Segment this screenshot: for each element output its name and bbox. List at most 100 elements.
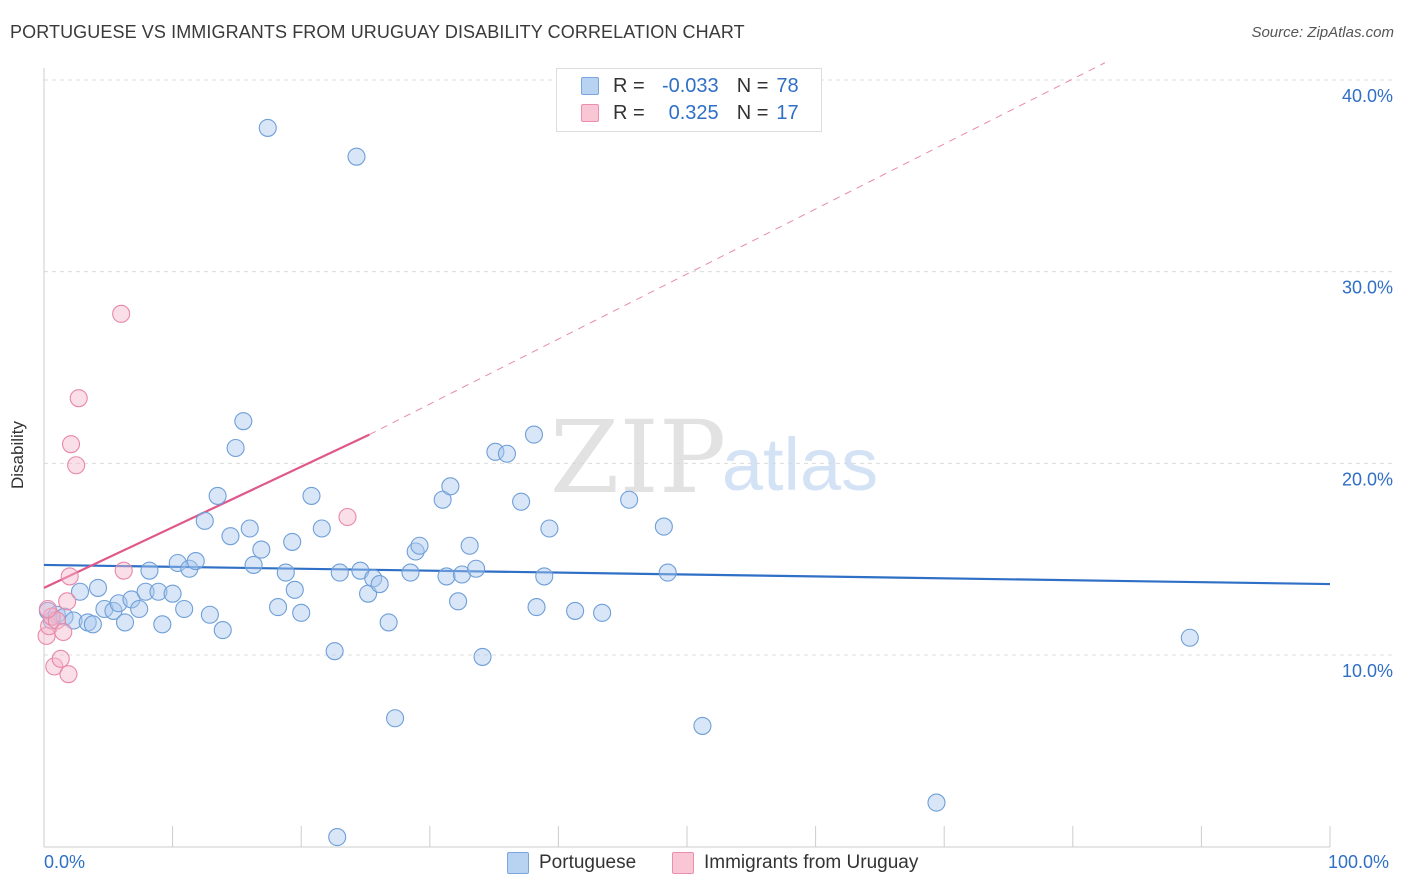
point-portuguese [163, 584, 182, 603]
point-portuguese [88, 578, 108, 597]
point-portuguese [927, 793, 946, 812]
point-uruguay [67, 456, 86, 475]
legend-r-label: R = [613, 101, 645, 124]
point-uruguay [59, 665, 78, 684]
point-portuguese [386, 709, 405, 728]
point-portuguese [379, 613, 398, 632]
point-portuguese [566, 601, 585, 620]
axes [43, 68, 1331, 848]
x-tick-label-max: 100.0% [1328, 852, 1390, 872]
point-portuguese [83, 615, 102, 634]
point-portuguese [535, 567, 554, 586]
point-portuguese [200, 605, 219, 624]
point-portuguese [302, 486, 321, 505]
point-portuguese [401, 563, 420, 582]
point-portuguese [467, 559, 486, 578]
point-portuguese [70, 582, 90, 601]
data-points [37, 118, 1199, 847]
point-portuguese [276, 563, 295, 582]
point-uruguay [61, 435, 81, 454]
point-uruguay [38, 599, 57, 619]
point-portuguese [449, 592, 468, 611]
point-portuguese [240, 519, 259, 538]
point-portuguese [473, 647, 492, 666]
point-portuguese [226, 438, 245, 458]
point-uruguay [51, 649, 70, 668]
point-portuguese [168, 553, 187, 573]
legend-n-label: N = [736, 74, 769, 97]
legend-item-portuguese[interactable]: Portuguese [507, 852, 636, 874]
legend-r-value: -0.033 [661, 74, 719, 97]
point-portuguese [122, 590, 141, 609]
point-portuguese [441, 477, 460, 496]
point-portuguese [149, 582, 168, 601]
point-portuguese [512, 492, 531, 511]
point-uruguay [338, 507, 357, 527]
point-uruguay [54, 622, 73, 642]
legend-row-uruguay: R = 0.325 N = 17 [581, 101, 810, 125]
point-uruguay [69, 389, 88, 408]
point-portuguese [195, 511, 214, 530]
point-portuguese [136, 582, 155, 601]
point-portuguese [693, 716, 712, 735]
point-portuguese [244, 555, 263, 574]
x-tick-label-min: 0.0% [44, 852, 86, 872]
legend-r-value: 0.325 [668, 101, 719, 124]
point-portuguese [347, 147, 366, 166]
point-portuguese [497, 444, 517, 463]
legend-swatch-blue [507, 852, 529, 874]
trend-lines [43, 62, 1331, 589]
point-portuguese [180, 559, 199, 578]
point-portuguese [258, 118, 277, 137]
stats-legend: R = -0.033 N = 78 R = 0.325 N = 17 [556, 68, 822, 132]
legend-swatch-pink [672, 852, 694, 874]
y-axis-label: Disability [8, 420, 27, 490]
legend-n-label: N = [736, 101, 769, 124]
point-portuguese [312, 519, 331, 538]
point-portuguese [593, 603, 612, 622]
point-portuguese [292, 603, 311, 622]
legend-swatch-pink [581, 104, 599, 122]
point-portuguese [269, 598, 288, 617]
source-label: Source: ZipAtlas.com [1251, 24, 1394, 41]
legend-label: Immigrants from Uruguay [704, 852, 919, 873]
y-tick-label: 40.0% [1342, 86, 1393, 106]
point-portuguese [175, 599, 194, 619]
y-tick-label: 20.0% [1342, 469, 1393, 489]
y-tick-labels: 10.0% 20.0% 30.0% 40.0% [1342, 86, 1393, 681]
point-portuguese [252, 540, 271, 559]
y-tick-label: 30.0% [1342, 278, 1393, 298]
watermark-atlas: atlas [722, 423, 878, 506]
y-tick-label: 10.0% [1342, 661, 1393, 681]
point-portuguese [527, 598, 546, 617]
point-uruguay [45, 657, 64, 676]
point-portuguese [115, 613, 135, 632]
point-portuguese [1180, 628, 1199, 647]
watermark-zip: ZIP [550, 399, 726, 516]
legend-label: Portuguese [539, 852, 637, 873]
point-portuguese [153, 615, 172, 634]
point-uruguay [114, 561, 133, 580]
point-portuguese [234, 412, 253, 431]
point-portuguese [658, 563, 677, 582]
legend-row-portuguese: R = -0.033 N = 78 [581, 74, 810, 98]
legend-n-value: 78 [776, 74, 799, 97]
point-portuguese [540, 519, 559, 538]
point-portuguese [186, 552, 205, 571]
point-portuguese [213, 621, 232, 640]
point-uruguay [60, 567, 79, 586]
point-portuguese [283, 532, 302, 551]
point-portuguese [221, 527, 240, 546]
point-portuguese [130, 599, 149, 619]
trendline-portuguese [43, 563, 1331, 586]
point-portuguese [654, 517, 673, 536]
legend-item-uruguay[interactable]: Immigrants from Uruguay [672, 852, 918, 874]
point-portuguese [433, 490, 452, 509]
point-portuguese [325, 642, 344, 661]
trendline-uruguay [43, 433, 370, 589]
point-portuguese [524, 425, 544, 444]
point-portuguese [460, 536, 479, 555]
point-portuguese [437, 567, 456, 586]
point-uruguay [58, 592, 77, 611]
